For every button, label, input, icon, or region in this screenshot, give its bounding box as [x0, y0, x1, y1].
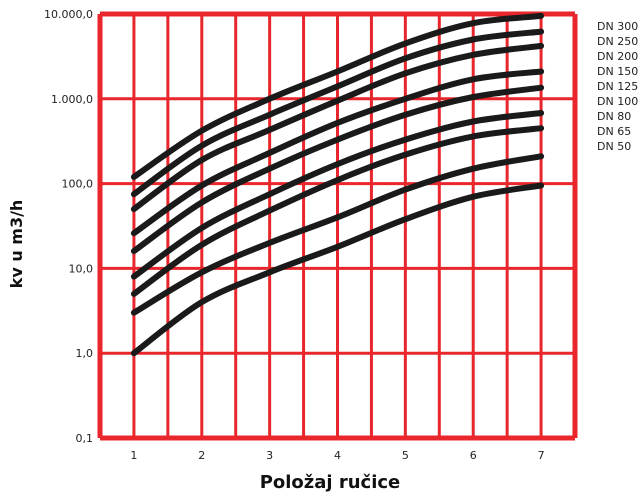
x-tick-label: 1 [130, 449, 137, 462]
series-line [130, 125, 545, 297]
series-lines [130, 12, 545, 357]
x-tick-label: 3 [266, 449, 273, 462]
y-tick-label: 1,0 [76, 347, 94, 360]
x-tick-label: 2 [198, 449, 205, 462]
x-tick-label: 7 [538, 449, 545, 462]
legend-entry: DN 250 [597, 35, 638, 48]
series-line [130, 153, 545, 316]
series-line [130, 28, 545, 198]
series-line [130, 84, 545, 255]
series-line [130, 182, 545, 357]
y-tick-label: 100,0 [62, 178, 94, 191]
y-tick-label: 0,1 [76, 432, 94, 445]
x-tick-label: 6 [470, 449, 477, 462]
legend-entry: DN 300 [597, 20, 638, 33]
legend-entry: DN 200 [597, 50, 638, 63]
y-tick-label: 10,0 [69, 262, 94, 275]
legend-entry: DN 125 [597, 80, 638, 93]
series-line [130, 110, 545, 280]
series-line [130, 42, 545, 213]
legend: DN 300 DN 250 DN 200 DN 150 DN 125 DN 100 DN 8… [597, 20, 638, 153]
grid-lines [97, 11, 578, 441]
y-axis-title: kv u m3/h [7, 200, 26, 289]
y-axis-ticks: 0,1 1,0 10,0 100,0 1.000,0 10.000,0 [44, 8, 93, 445]
x-axis-title: Položaj ručice [260, 472, 401, 493]
series-line [130, 12, 545, 180]
legend-entry: DN 150 [597, 65, 638, 78]
legend-entry: DN 50 [597, 140, 631, 153]
legend-entry: DN 65 [597, 125, 631, 138]
legend-entry: DN 80 [597, 110, 631, 123]
y-tick-label: 10.000,0 [44, 8, 93, 21]
legend-entry: DN 100 [597, 95, 638, 108]
y-tick-label: 1.000,0 [51, 93, 93, 106]
x-tick-label: 4 [334, 449, 341, 462]
x-axis-ticks: 1 2 3 4 5 6 7 [130, 449, 544, 462]
series-line [130, 68, 545, 237]
x-tick-label: 5 [402, 449, 409, 462]
